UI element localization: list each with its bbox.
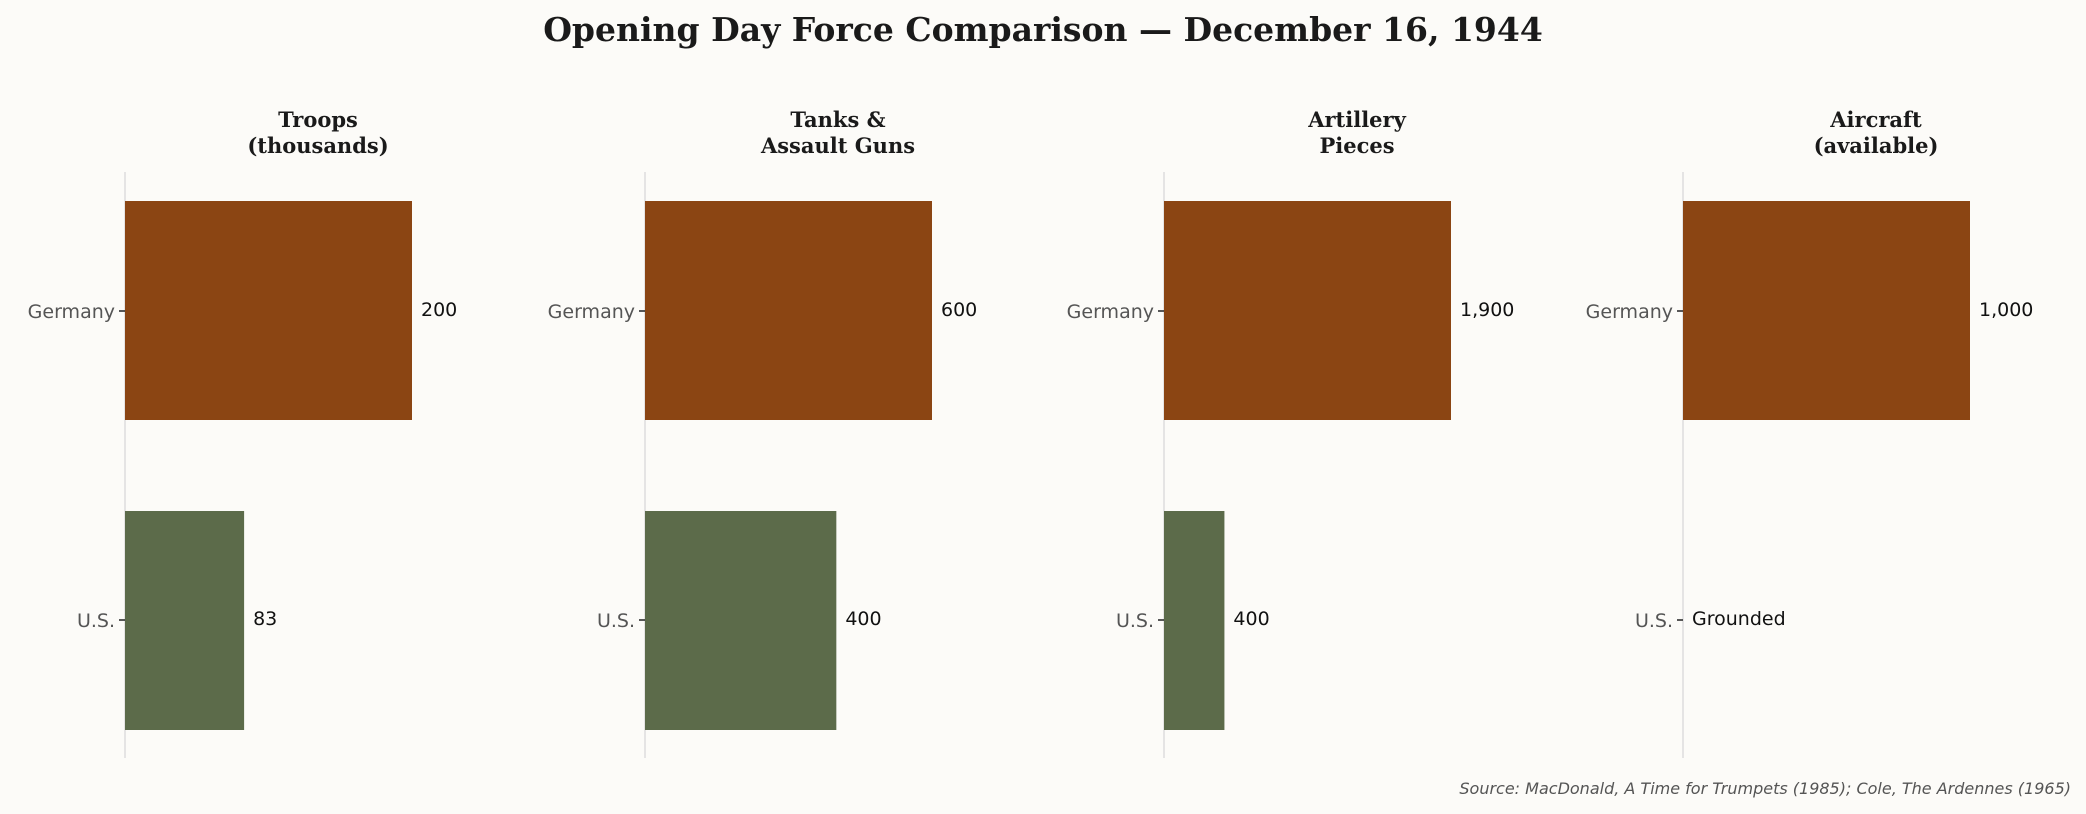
panel-title-line: Tanks & [790,107,885,132]
bar-germany [125,201,412,420]
panel-title-line: Pieces [1319,133,1394,158]
panel-0: Troops(thousands) Germany 200 U.S. 83 [28,107,457,758]
y-tick-label: U.S. [1116,610,1154,632]
panel-title-line: Troops [278,107,358,132]
bar-germany [645,201,932,420]
panel-title-line: (thousands) [247,133,388,158]
panel-title-line: Artillery [1307,107,1406,132]
data-label: 1,900 [1460,299,1514,321]
y-tick-label: Germany [1067,301,1154,323]
data-label: 600 [941,299,977,321]
panel-title-line: (available) [1814,133,1939,158]
bar-germany [1683,201,1970,420]
bar-us [645,511,837,730]
bar-us [1164,511,1225,730]
y-tick-label: Germany [28,301,115,323]
y-tick-label: Germany [1586,301,1673,323]
y-tick-label: U.S. [1635,610,1673,632]
panel-title-line: Aircraft [1829,107,1922,132]
data-label: 83 [253,608,277,630]
panel-1: Tanks &Assault Guns Germany 600 U.S. 400 [548,107,977,758]
data-label: 1,000 [1979,299,2033,321]
panel-3: Aircraft(available) Germany 1,000 U.S. Groun… [1586,107,2033,758]
bar-germany [1164,201,1451,420]
source-note: Source: MacDonald, A Time for Trumpets (… [1459,779,2071,798]
y-tick-label: Germany [548,301,635,323]
data-label: 200 [421,299,457,321]
bar-us [125,511,245,730]
y-tick-label: U.S. [77,610,115,632]
y-tick-label: U.S. [597,610,635,632]
chart-title: Opening Day Force Comparison — December … [543,10,1543,49]
data-label: Grounded [1692,608,1786,630]
panel-title-line: Assault Guns [760,133,915,158]
data-label: 400 [845,608,881,630]
data-label: 400 [1233,608,1269,630]
